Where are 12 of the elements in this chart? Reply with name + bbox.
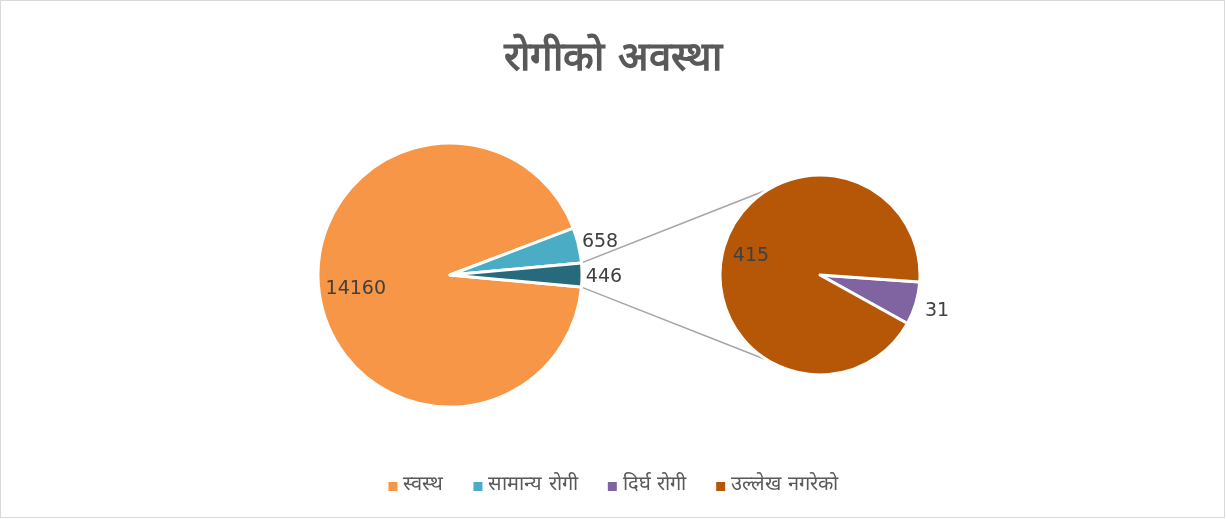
legend-label: उल्लेख नगरेको xyxy=(731,471,839,495)
legend-label: सामान्य रोगी xyxy=(488,471,579,495)
data-label: 14160 xyxy=(325,276,387,299)
legend-label: दिर्घ रोगी xyxy=(622,471,688,495)
data-label: 446 xyxy=(585,263,623,286)
pie-slice xyxy=(316,141,583,409)
data-label: 658 xyxy=(581,228,619,251)
chart-title: रोगीको अवस्था xyxy=(503,33,724,79)
data-label: 31 xyxy=(924,298,950,321)
legend-label: स्वस्थ xyxy=(403,471,445,495)
pie-slice xyxy=(718,173,922,377)
data-label: 415 xyxy=(732,243,770,266)
